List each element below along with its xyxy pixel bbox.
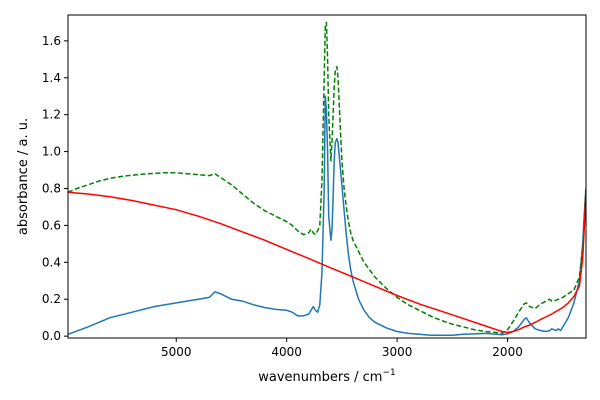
series-layer xyxy=(68,21,586,336)
x-tick-label: 2000 xyxy=(492,345,523,359)
y-tick-label: 1.2 xyxy=(42,108,61,122)
y-axis-label: absorbance / a. u. xyxy=(16,118,31,235)
series-line-3 xyxy=(68,188,586,334)
x-axis-label-superscript: −1 xyxy=(382,368,395,378)
y-tick-label: 0.0 xyxy=(42,329,61,343)
y-tick-label: 0.4 xyxy=(42,255,61,269)
x-axis-label-text: wavenumbers / cm xyxy=(258,370,382,385)
plot-frame xyxy=(67,14,587,339)
x-tick-label: 4000 xyxy=(271,345,302,359)
y-tick-label: 0.8 xyxy=(42,181,61,195)
x-tick-label: 3000 xyxy=(382,345,413,359)
y-tick-label: 0.6 xyxy=(42,218,61,232)
y-tick-label: 1.6 xyxy=(42,34,61,48)
x-tick-label: 5000 xyxy=(161,345,192,359)
y-tick-label: 0.2 xyxy=(42,292,61,306)
x-axis: 5000 4000 3000 2000 xyxy=(161,338,523,359)
y-axis: 0.0 0.2 0.4 0.6 0.8 1.0 1.2 1.4 1.6 xyxy=(42,34,68,343)
y-tick-label: 1.4 xyxy=(42,71,61,85)
x-axis-label: wavenumbers / cm−1 xyxy=(258,368,396,385)
series-line-2 xyxy=(68,21,586,335)
series-line-1 xyxy=(68,95,586,336)
y-tick-label: 1.0 xyxy=(42,145,61,159)
